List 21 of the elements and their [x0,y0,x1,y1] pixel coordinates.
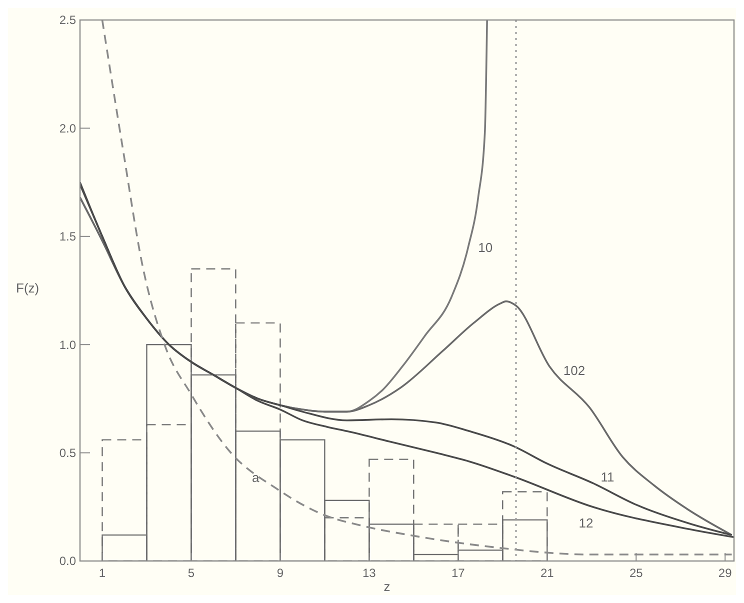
x-tick-label: 17 [451,566,466,580]
x-tick-label: 21 [540,566,554,580]
series-label: 12 [578,515,594,530]
y-tick-label: 1.0 [59,338,76,352]
x-tick-label: 29 [718,566,732,580]
y-tick-label: 2.5 [59,13,76,28]
x-tick-label: 25 [629,566,644,580]
x-tick-label: 9 [276,566,284,580]
series-label: a [252,470,260,486]
series-label: 102 [563,362,586,378]
y-tick-label: 0.0 [59,554,76,568]
y-axis-title: F(z) [16,280,40,296]
y-tick-label: 2.0 [59,121,76,136]
x-axis-title: z [384,579,390,594]
x-tick-label: 5 [188,566,195,580]
y-tick-label: 1.5 [59,230,76,244]
x-tick-label: 13 [362,566,376,580]
series-label: 11 [600,470,614,485]
y-tick-label: 0.5 [59,446,76,460]
x-tick-label: 1 [98,566,106,580]
series-label: 10 [478,240,493,255]
